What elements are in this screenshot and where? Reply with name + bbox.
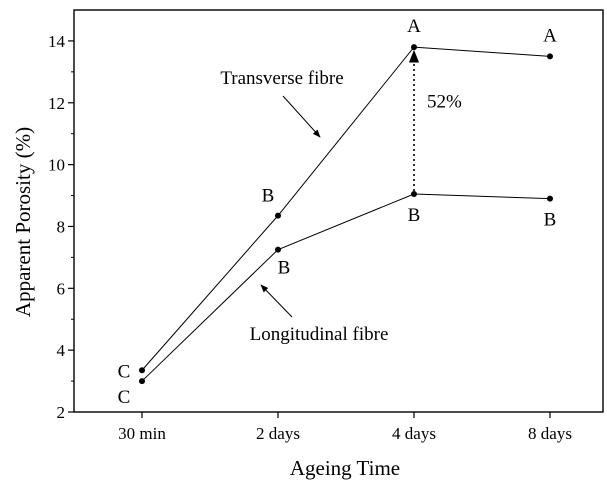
data-point — [275, 212, 281, 219]
grade-label: A — [407, 16, 421, 37]
y-ticks: 2 4 6 8 10 12 14 — [48, 32, 74, 422]
grade-label: B — [278, 258, 291, 279]
data-point — [411, 190, 417, 197]
grade-label: B — [408, 205, 421, 226]
series-label-transverse: Transverse fibre — [220, 68, 343, 89]
series-label-longitudinal: Longitudinal fibre — [250, 324, 389, 345]
x-axis-title: Ageing Time — [290, 456, 400, 480]
data-point — [547, 53, 553, 60]
data-point — [275, 246, 281, 253]
grade-label: B — [544, 210, 557, 231]
series-line — [141, 193, 551, 382]
y-tick-label: 8 — [57, 217, 66, 236]
data-point — [139, 378, 145, 385]
transverse-arrow — [282, 95, 321, 138]
y-tick-label: 10 — [48, 156, 65, 175]
annotations: Transverse fibre Longitudinal fibre 52% — [220, 49, 462, 345]
y-tick-label: 6 — [57, 279, 66, 298]
data-point — [139, 367, 145, 374]
grade-label: A — [543, 25, 557, 46]
y-axis-title: Apparent Porosity (%) — [11, 127, 35, 317]
y-tick-label: 14 — [48, 32, 66, 51]
x-tick-label: 30 min — [118, 424, 166, 443]
grade-label: C — [118, 387, 131, 408]
y-tick-label: 2 — [57, 403, 66, 422]
difference-label: 52% — [427, 92, 462, 113]
x-ticks: 30 min 2 days 4 days 8 days — [118, 412, 572, 443]
data-point — [547, 195, 553, 202]
data-series: C B A A C B B B — [118, 16, 557, 408]
x-tick-label: 8 days — [528, 424, 572, 443]
grade-label: B — [262, 186, 275, 207]
series-line — [141, 46, 551, 371]
plot-axes — [73, 9, 604, 413]
y-tick-label: 12 — [48, 94, 65, 113]
grade-label: C — [118, 361, 131, 382]
data-point — [411, 44, 417, 51]
x-tick-label: 4 days — [392, 424, 436, 443]
x-tick-label: 2 days — [256, 424, 300, 443]
plot-frame — [73, 9, 604, 413]
y-tick-label: 4 — [57, 341, 66, 360]
longitudinal-arrow — [260, 284, 293, 318]
